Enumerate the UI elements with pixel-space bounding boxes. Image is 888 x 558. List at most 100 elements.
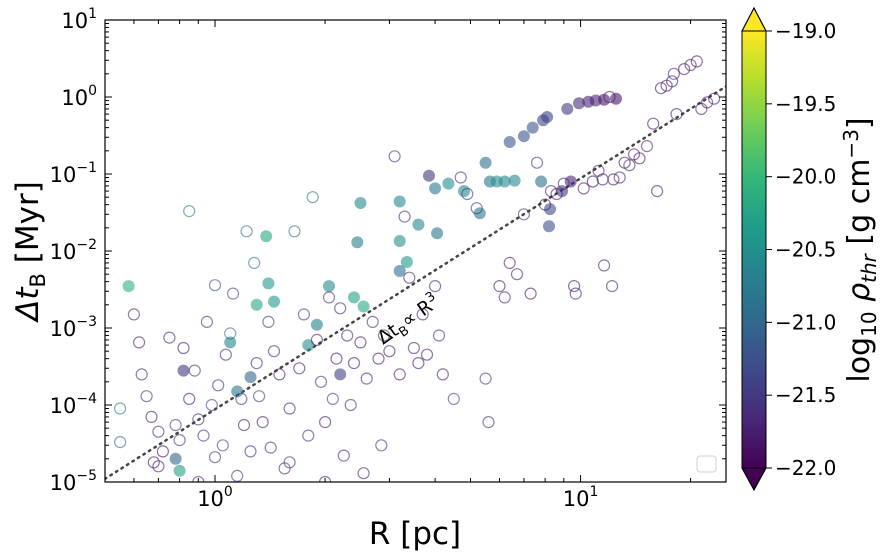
colorbar-tick-label: −20.0 — [775, 165, 836, 189]
y-tick-label-exp: −5 — [76, 468, 97, 484]
data-point-open — [205, 398, 218, 412]
data-point-open — [700, 96, 714, 109]
data-point-open — [344, 398, 357, 412]
y-tick-label: 10−5 — [50, 468, 97, 495]
data-point-open — [461, 187, 474, 201]
data-point-open — [482, 416, 495, 429]
data-point-filled — [173, 464, 186, 477]
data-point-open — [192, 413, 205, 426]
data-point-filled — [517, 130, 530, 143]
data-point-open — [670, 107, 683, 121]
data-point-open — [623, 159, 636, 172]
data-point-open — [306, 191, 319, 204]
y-tick-label-base: 10 — [50, 394, 77, 418]
data-point-open — [113, 402, 127, 415]
data-point-filled — [442, 177, 455, 190]
data-point-open — [677, 62, 691, 76]
data-point-open — [212, 379, 225, 392]
axes-frame — [104, 19, 727, 483]
data-point-open — [177, 341, 190, 355]
data-point-filled — [323, 280, 335, 293]
data-point-open — [388, 150, 401, 163]
data-point-open — [603, 90, 616, 104]
data-point-open — [314, 375, 328, 388]
colorbar-tick-label: −22.0 — [775, 456, 836, 480]
data-point-open — [319, 475, 332, 482]
data-point-open — [360, 372, 373, 385]
data-point-filled — [260, 230, 273, 243]
y-tick-label: 101 — [61, 6, 97, 33]
data-point-open — [135, 368, 148, 381]
data-point-open — [208, 451, 222, 464]
data-point-filled — [244, 371, 257, 384]
data-point-open — [393, 368, 406, 381]
data-point-filled — [302, 339, 315, 352]
data-point-open — [544, 185, 558, 198]
data-point-open — [219, 348, 232, 361]
cb-label-mid: ρ — [842, 283, 877, 312]
data-point-filled — [526, 121, 539, 134]
data-point-open — [283, 456, 296, 469]
data-point-open — [517, 208, 531, 221]
data-point-filled — [334, 368, 347, 381]
legend-box — [696, 455, 717, 473]
data-point-open — [208, 279, 222, 292]
data-point-open — [288, 225, 301, 238]
data-point-open — [403, 271, 416, 284]
x-tick-label-exp: 1 — [589, 484, 598, 500]
data-point-open — [667, 67, 681, 80]
data-point-filled — [423, 169, 435, 182]
data-point-filled — [224, 336, 237, 349]
data-point-open — [244, 445, 257, 458]
data-point-open — [152, 425, 165, 438]
data-point-filled — [122, 280, 135, 293]
colorbar: −22.0 −21.5 −21.0 −20.5 −20.0 −19.5 −19.0 log1… — [741, 6, 881, 492]
data-point-open — [169, 418, 182, 432]
y-tick-label-exp: −2 — [76, 237, 97, 253]
data-point-open — [524, 287, 537, 300]
x-tick-label: 100 — [197, 484, 233, 511]
data-point-open — [538, 198, 552, 211]
data-point-filled — [535, 175, 548, 188]
data-point-open — [607, 173, 620, 186]
data-point-open — [684, 58, 697, 72]
data-point-open — [133, 336, 146, 349]
colorbar-ticks: −22.0 −21.5 −21.0 −20.5 −20.0 −19.5 −19.0 — [766, 19, 836, 480]
data-point-open — [454, 171, 467, 184]
data-point-open — [183, 205, 196, 218]
data-point-open — [224, 327, 237, 340]
data-point-open — [192, 475, 205, 482]
data-point-open — [302, 429, 315, 442]
data-point-open — [197, 429, 210, 442]
data-point-open — [366, 315, 379, 328]
colorbar-label: log10 ρthr [g cm−3] — [839, 117, 881, 382]
x-tick-labels: 100 10 1 — [197, 484, 598, 511]
data-point-filled — [354, 197, 367, 209]
data-point-open — [447, 392, 460, 405]
data-point-open — [372, 352, 385, 365]
data-point-open — [264, 441, 277, 454]
data-point-open — [283, 402, 296, 415]
data-point-open — [654, 82, 668, 95]
data-point-filled — [351, 236, 364, 249]
y-tick-label-base: 10 — [50, 163, 77, 187]
data-point-open — [605, 280, 619, 293]
data-point-filled — [498, 175, 511, 188]
data-point-open — [577, 182, 590, 195]
plot-area — [105, 20, 726, 482]
data-point-open — [297, 308, 310, 321]
data-point-filled — [400, 256, 413, 268]
data-point-open — [569, 287, 582, 300]
data-point-filled — [348, 291, 360, 304]
y-tick-label-base: 10 — [50, 317, 77, 341]
y-tick-label-base: 10 — [61, 9, 88, 33]
data-point-open — [613, 171, 626, 184]
data-point-open — [398, 210, 411, 223]
cb-label-close: ] — [842, 117, 877, 129]
data-point-open — [640, 140, 654, 153]
cb-label-unit: [g cm — [842, 159, 877, 255]
x-tick-label-base: 10 — [197, 487, 224, 511]
data-points — [113, 55, 721, 482]
data-point-open — [690, 55, 703, 68]
data-point-open — [237, 418, 251, 432]
